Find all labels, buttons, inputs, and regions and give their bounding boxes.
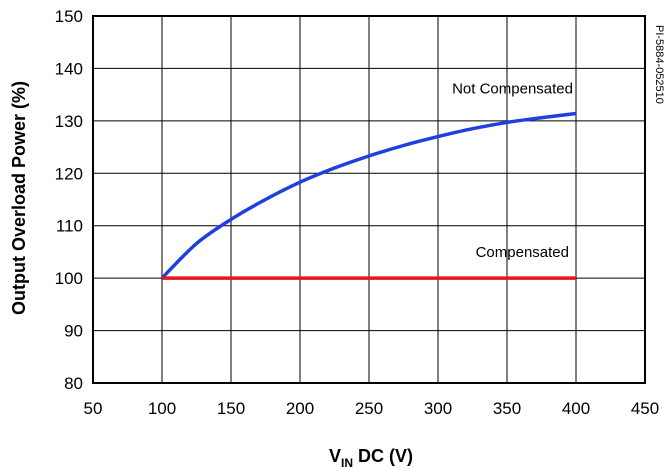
grid: [92, 15, 646, 384]
x-axis-label: VIN DC (V): [329, 446, 413, 468]
x-tick-label: 100: [148, 399, 176, 418]
y-tick-label: 80: [64, 374, 83, 393]
y-axis-label: Output Overload Power (%): [9, 81, 29, 315]
series-label-compensated: Compensated: [476, 244, 569, 261]
x-axis-label-rest: DC (V): [353, 446, 413, 466]
x-tick-label: 300: [424, 399, 452, 418]
plot-border: [92, 15, 646, 384]
y-tick-label: 130: [55, 112, 83, 131]
y-tick-label: 100: [55, 269, 83, 288]
plot-frame: [92, 15, 646, 384]
x-tick-labels: 50 100 150 200 250 300 350 400 450: [84, 399, 660, 418]
x-tick-label: 150: [217, 399, 245, 418]
y-tick-label: 110: [56, 217, 83, 236]
x-tick-label: 50: [84, 399, 103, 418]
x-axis-label-main: V: [329, 446, 341, 466]
series-line-not-compensated: [160, 111, 577, 280]
document-code: PI-5884-052510: [653, 25, 664, 104]
series-label-not-compensated: Not Compensated: [452, 81, 573, 98]
y-tick-label: 150: [55, 7, 83, 26]
x-axis-label-subscript: IN: [341, 456, 353, 468]
series-labels: Not Compensated Compensated: [452, 81, 573, 262]
y-tick-label: 140: [55, 59, 83, 78]
series-layer: [160, 111, 577, 280]
x-tick-label: 350: [493, 399, 521, 418]
x-tick-label: 200: [286, 399, 314, 418]
y-tick-label: 90: [64, 322, 83, 341]
y-tick-label: 120: [55, 164, 83, 183]
x-tick-label: 450: [631, 399, 659, 418]
y-tick-labels: 80 90 100 110 120 130 140 150: [55, 7, 83, 393]
x-tick-label: 400: [562, 399, 590, 418]
x-tick-label: 250: [355, 399, 383, 418]
